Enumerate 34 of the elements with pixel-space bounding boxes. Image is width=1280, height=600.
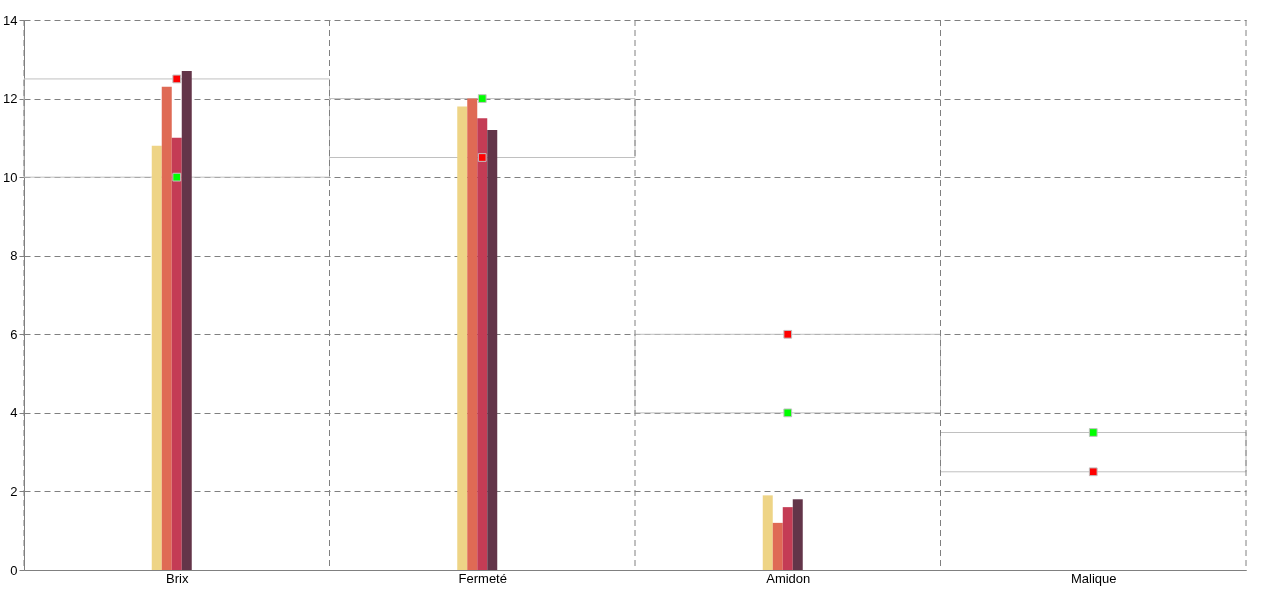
bar [940,432,1247,473]
x-tick-label: Malique [1070,570,1117,586]
y-tick-label: 2 [10,483,18,499]
x-tick-label: Brix [166,570,189,586]
point [172,172,182,182]
point [477,153,487,162]
bar [634,333,941,414]
x-tick-label: Amidon [766,570,811,586]
bar [171,137,182,570]
y-tick-label: 6 [10,326,18,342]
bar [782,507,793,570]
y-tick-label: 8 [10,248,18,264]
y-tick-label: 0 [10,562,18,578]
point [783,408,793,418]
bar [792,499,803,570]
bar [467,98,478,570]
point [172,74,182,84]
bar [477,118,488,570]
bar [457,106,468,570]
point [1088,467,1098,477]
y-tick-label: 12 [3,91,18,107]
bar [151,145,162,570]
bar [762,495,773,570]
point [1088,428,1098,437]
y-tick-label: 14 [3,12,18,28]
point [477,94,487,103]
bar [772,522,783,570]
x-tick-label: Fermeté [458,570,507,586]
bar [181,71,192,570]
point [783,329,793,339]
y-tick-label: 10 [3,169,18,185]
bar [487,130,498,570]
y-tick-label: 4 [10,405,18,421]
bar [161,86,172,570]
